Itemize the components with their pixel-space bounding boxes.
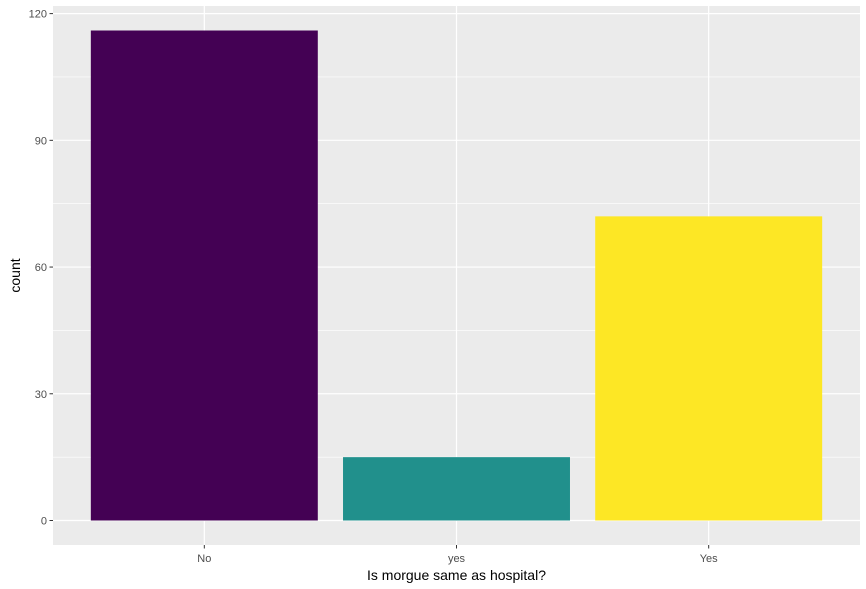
- y-tick-label: 30: [35, 389, 47, 401]
- x-tick-label: Yes: [700, 553, 718, 565]
- y-tick-label: 90: [35, 135, 47, 147]
- bar-yes-1: [343, 457, 570, 521]
- bar-yes-2: [595, 216, 823, 521]
- x-tick-label: No: [197, 553, 211, 565]
- bar-no-0: [90, 30, 318, 521]
- y-tick-label: 60: [35, 262, 47, 274]
- y-axis-title: count: [7, 258, 23, 292]
- y-axis: 0 30 60 90 120: [29, 9, 53, 528]
- y-tick-label: 120: [29, 9, 47, 21]
- x-tick-label: yes: [448, 553, 466, 565]
- x-axis: No yes Yes: [197, 545, 718, 565]
- y-tick-label: 0: [41, 516, 47, 528]
- bars-group: [90, 30, 823, 521]
- x-axis-title: Is morgue same as hospital?: [367, 567, 546, 583]
